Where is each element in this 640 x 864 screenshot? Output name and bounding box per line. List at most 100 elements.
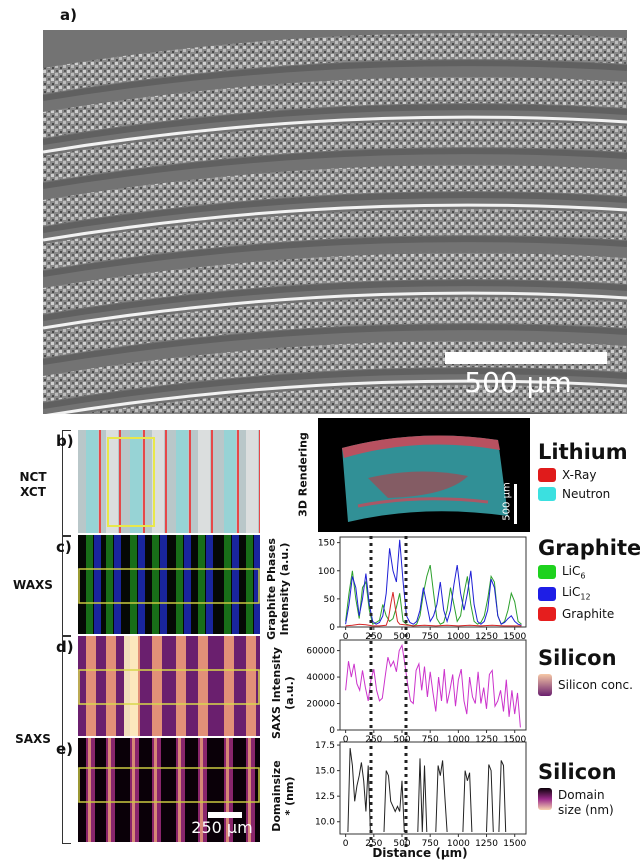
y-tick-label: 17.5 — [315, 741, 335, 751]
panel-e-label: e) — [56, 740, 74, 758]
waxs-image — [78, 535, 260, 634]
bracket-nct-xct — [62, 430, 71, 536]
separator-band — [43, 280, 627, 321]
current-collector-line — [43, 203, 627, 242]
x-tick-label: 250 — [365, 839, 382, 849]
lic12-stripe — [206, 535, 213, 634]
series-line — [462, 770, 473, 833]
bracket-waxs — [62, 536, 71, 636]
silicon-hot-stripe — [124, 636, 138, 736]
series-line — [345, 539, 522, 626]
legend-silicon1-title: Silicon — [538, 646, 617, 670]
series-line — [417, 758, 428, 833]
legend-silicon-conc: Silicon Silicon conc. — [538, 646, 633, 696]
series-line — [383, 770, 405, 833]
separator-band — [43, 324, 627, 365]
separator-band — [43, 148, 627, 189]
lic6-stripe — [224, 535, 231, 634]
domain-stripe-core — [178, 738, 181, 842]
series-line — [347, 748, 371, 833]
y-tick-label: 20000 — [306, 700, 335, 710]
x-tick-label: 500 — [393, 839, 410, 849]
domain-stripe-core — [132, 738, 135, 842]
domain-size-image: 250 µm — [78, 738, 260, 842]
silicon-stripe — [198, 636, 208, 736]
lic6-stripe — [130, 535, 137, 634]
x-tick-label: 0 — [343, 632, 349, 642]
swatch-xray — [538, 468, 556, 482]
panel-d-label: d) — [56, 638, 74, 656]
separator-band — [43, 104, 627, 145]
panel-a-label: a) — [60, 6, 77, 24]
x-tick-label: 0 — [343, 839, 349, 849]
x-tick-label: 500 — [393, 632, 410, 642]
electrode-band — [43, 209, 627, 270]
3d-rendering-svg — [342, 435, 508, 522]
scale-bar-250-line — [208, 812, 242, 818]
saxs-silicon-image — [78, 636, 260, 736]
current-collector-line — [45, 379, 627, 414]
legend-item-lic6: LiC6 — [538, 564, 640, 580]
x-tick-label: 250 — [365, 735, 382, 745]
x-tick-label: 750 — [422, 735, 439, 745]
x-tick-label: 1250 — [475, 735, 498, 745]
lic6-stripe — [106, 535, 113, 634]
legend-graphite-title: Graphite — [538, 536, 640, 560]
separator-band — [43, 60, 627, 101]
swatch-graphite — [538, 606, 556, 621]
current-collector-line — [43, 115, 627, 154]
electrode-band — [81, 385, 627, 414]
legend-graphite: Graphite LiC6 LiC12 Graphite — [538, 536, 640, 621]
y-tick-label: 100 — [318, 567, 335, 577]
side-label-saxs: SAXS — [15, 732, 51, 746]
domain-stripe-core — [200, 738, 203, 842]
scale-bar-250-text: 250 µm — [191, 818, 253, 837]
silicon-stripe — [246, 636, 256, 736]
electrode-band — [43, 121, 627, 182]
bracket-saxs — [62, 636, 71, 844]
lic12-stripe — [114, 535, 121, 634]
x-axis-label: Distance (µm) — [372, 846, 468, 860]
panel-b-label: b) — [56, 432, 74, 450]
legend-item-neutron: Neutron — [538, 487, 628, 501]
lic6-stripe — [152, 535, 159, 634]
x-tick-label: 1500 — [503, 839, 526, 849]
domain-stripe-core — [226, 738, 229, 842]
lic6-stripe — [198, 535, 205, 634]
current-collector-line — [43, 291, 627, 330]
legend-item-silicon-conc: Silicon conc. — [538, 674, 633, 696]
electrode-band — [43, 297, 627, 358]
domain-stripe-core — [108, 738, 111, 842]
legend-lithium-title: Lithium — [538, 440, 628, 464]
legend-item-lic12: LiC12 — [538, 585, 640, 602]
scale-bar-line — [445, 352, 607, 364]
x-tick-label: 0 — [343, 735, 349, 745]
y-tick-label: 10.0 — [315, 818, 335, 828]
lic6-stripe — [246, 535, 253, 634]
y-tick-label: 0 — [329, 623, 335, 633]
panel-c-label: c) — [56, 538, 72, 556]
domain-size-svg — [78, 738, 260, 842]
electrode-band — [43, 33, 627, 94]
plot-frame — [339, 639, 527, 731]
electrode-band — [43, 165, 627, 226]
y-tick-label: 50 — [324, 595, 336, 605]
silicon-stripe — [86, 636, 96, 736]
lic12-stripe — [184, 535, 191, 634]
y-tick-label: 15.0 — [315, 767, 335, 777]
series-line — [498, 760, 507, 833]
waxs-svg — [78, 535, 260, 634]
x-tick-label: 1250 — [475, 839, 498, 849]
legend-item-xray: X-Ray — [538, 468, 628, 482]
y-tick-label: 12.5 — [315, 792, 335, 802]
nct-xct-svg — [86, 430, 260, 533]
nct-stripe — [86, 430, 98, 533]
lic12-stripe — [232, 535, 239, 634]
lic6-stripe — [86, 535, 93, 634]
lic12-stripe — [254, 535, 260, 634]
lic12-stripe — [160, 535, 167, 634]
x-tick-label: 750 — [422, 839, 439, 849]
side-label-nct: NCT XCT — [19, 470, 47, 499]
nct-stripe — [176, 430, 188, 533]
